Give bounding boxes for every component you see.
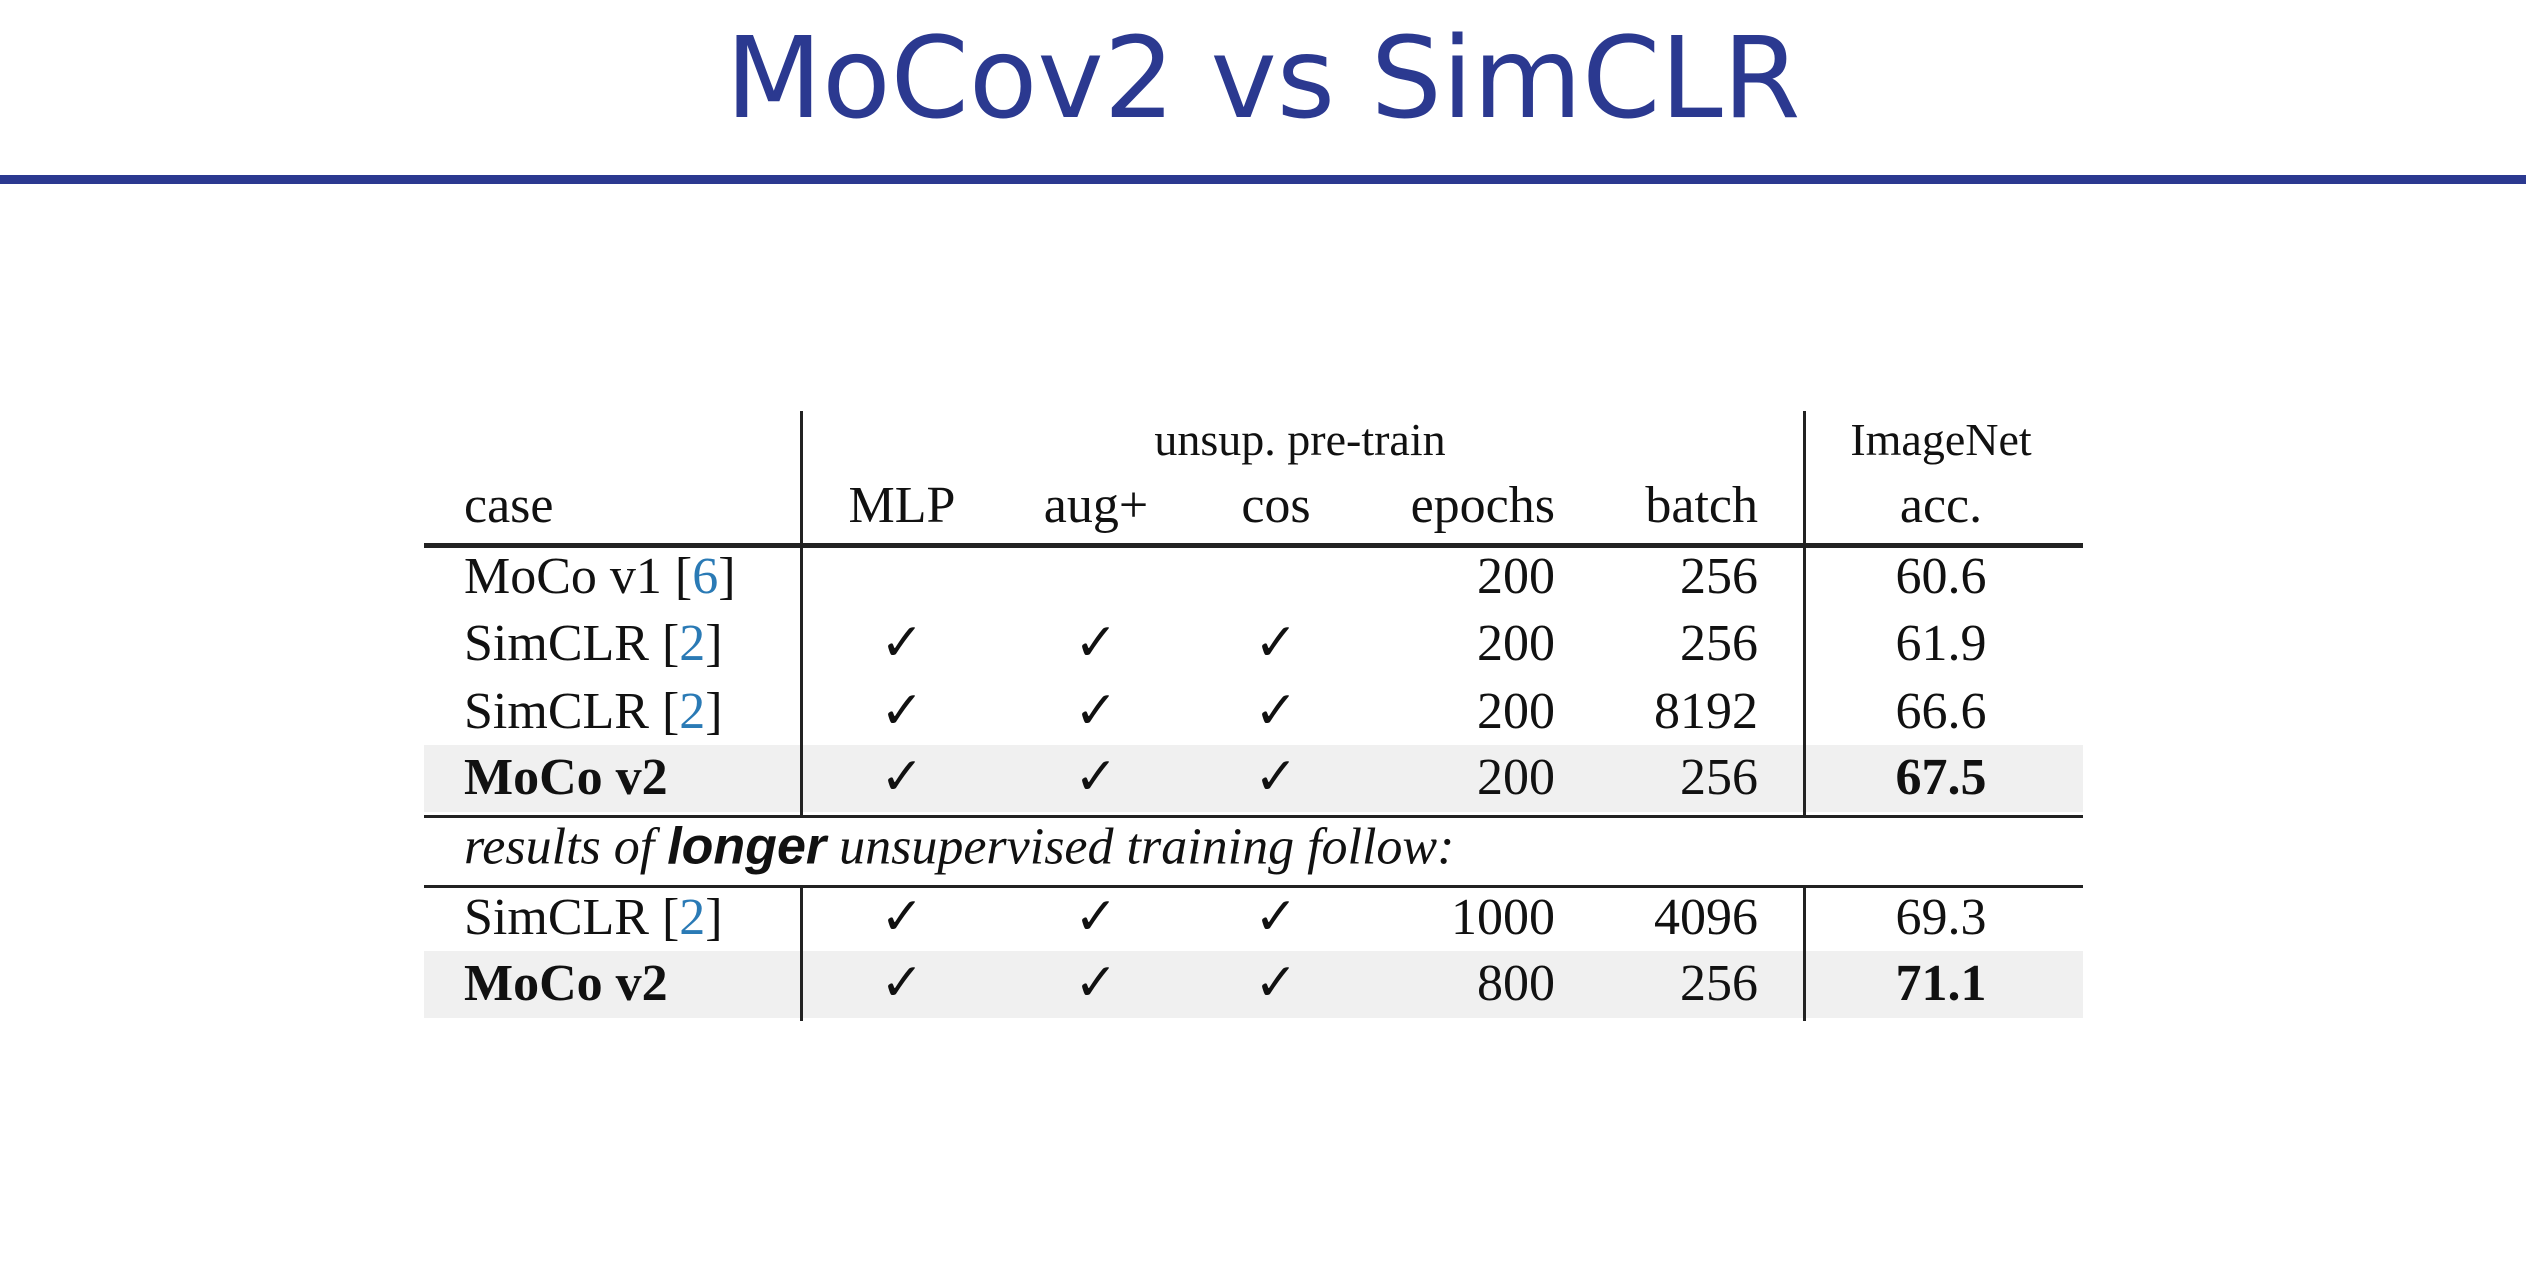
row-highlight <box>424 950 2083 1018</box>
value-cell: ✓ <box>880 683 924 740</box>
value-cell: ✓ <box>1074 955 1118 1012</box>
column-header: epochs <box>1410 477 1555 534</box>
value-cell: 256 <box>1680 749 1758 806</box>
title-rule <box>0 175 2526 184</box>
value-cell: 66.6 <box>1895 683 1987 740</box>
value-cell: 800 <box>1477 955 1555 1012</box>
group-header: unsup. pre-train <box>1154 414 1446 465</box>
value-cell: ✓ <box>1074 683 1118 740</box>
value-cell: ✓ <box>1254 955 1298 1012</box>
column-header: aug+ <box>1043 477 1149 534</box>
value-cell: ✓ <box>1074 749 1118 806</box>
value-cell: ✓ <box>1074 889 1118 946</box>
section-note: results of longer unsupervised training … <box>464 821 1454 874</box>
value-cell: 200 <box>1477 749 1555 806</box>
column-rule <box>800 886 803 1021</box>
value-cell: ✓ <box>880 955 924 1012</box>
section-rule <box>424 815 2083 818</box>
value-cell: 1000 <box>1451 889 1555 946</box>
group-header: ImageNet <box>1850 414 2032 465</box>
value-cell: 60.6 <box>1895 548 1987 605</box>
column-rule <box>1803 411 1806 817</box>
case-cell: SimCLR [2] <box>464 683 723 740</box>
case-cell: MoCo v2 <box>464 955 668 1012</box>
value-cell: 256 <box>1680 955 1758 1012</box>
value-cell: 200 <box>1477 683 1555 740</box>
value-cell: 67.5 <box>1895 749 1987 806</box>
value-cell: 8192 <box>1654 683 1758 740</box>
value-cell: ✓ <box>1074 615 1118 672</box>
value-cell: 200 <box>1477 548 1555 605</box>
column-header: batch <box>1645 477 1758 534</box>
value-cell: ✓ <box>880 889 924 946</box>
case-cell: SimCLR [2] <box>464 615 723 672</box>
case-cell: MoCo v2 <box>464 749 668 806</box>
value-cell: ✓ <box>1254 683 1298 740</box>
value-cell: ✓ <box>1254 615 1298 672</box>
slide-title: MoCov2 vs SimCLR <box>725 14 1801 144</box>
value-cell: 69.3 <box>1895 889 1987 946</box>
value-cell: 4096 <box>1654 889 1758 946</box>
section-rule <box>424 885 2083 888</box>
column-header: MLP <box>848 477 956 534</box>
note-part: longer <box>667 817 827 876</box>
column-header: cos <box>1241 477 1311 534</box>
column-header: acc. <box>1899 477 1983 534</box>
value-cell: 200 <box>1477 615 1555 672</box>
column-header: case <box>464 477 554 534</box>
column-rule <box>1803 886 1806 1021</box>
header-rule <box>424 543 2083 548</box>
value-cell: 256 <box>1680 548 1758 605</box>
case-cell: SimCLR [2] <box>464 889 723 946</box>
row-highlight <box>424 744 2083 812</box>
value-cell: 256 <box>1680 615 1758 672</box>
value-cell: ✓ <box>1254 749 1298 806</box>
value-cell: 61.9 <box>1895 615 1987 672</box>
column-rule <box>800 411 803 817</box>
value-cell: ✓ <box>880 749 924 806</box>
note-part: unsupervised training follow: <box>826 818 1455 876</box>
case-cell: MoCo v1 [6] <box>464 548 736 605</box>
note-part: results of <box>464 818 668 876</box>
value-cell: ✓ <box>1254 889 1298 946</box>
value-cell: ✓ <box>880 615 924 672</box>
value-cell: 71.1 <box>1895 955 1987 1012</box>
